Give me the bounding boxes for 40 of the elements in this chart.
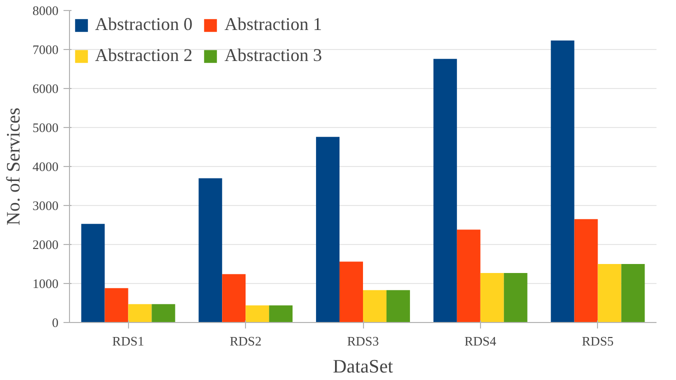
x-tick-label: RDS5 [582,334,614,348]
y-tick-label: 2000 [32,237,58,252]
bar [222,274,246,322]
x-tick-label: RDS4 [464,334,497,348]
y-tick-label: 6000 [32,81,58,96]
bar [152,304,176,322]
bar [363,290,386,322]
bar [621,264,645,322]
bar [128,304,152,322]
bar [246,305,270,322]
y-tick-label: 5000 [32,120,58,135]
bar [198,178,222,322]
x-tick-label: RDS2 [230,334,262,348]
bar [104,288,128,322]
bar [386,290,410,322]
x-axis-title: DataSet [332,356,394,378]
x-tick-label: RDS3 [347,334,379,348]
bar [340,262,363,322]
bar [81,224,105,322]
bar [433,58,457,322]
y-tick-label: 4000 [32,159,58,174]
legend-label: Abstraction 0 [95,14,192,35]
legend-label: Abstraction 1 [224,14,322,35]
y-tick-label: 7000 [32,42,58,57]
bar [316,136,340,322]
legend-label: Abstraction 3 [224,45,322,66]
y-tick-label: 8000 [32,3,58,18]
bar [598,264,622,322]
x-tick-label: RDS1 [112,334,144,348]
bar [504,272,528,322]
bar [550,40,574,322]
y-tick-label: 3000 [32,198,58,213]
bar [269,305,293,322]
bar [456,230,480,322]
y-tick-label: 0 [52,315,58,330]
legend-label: Abstraction 2 [95,45,192,66]
y-tick-label: 1000 [32,276,58,291]
y-axis-title: No. of Services [4,108,24,226]
bar [574,219,598,322]
bar [480,272,504,322]
